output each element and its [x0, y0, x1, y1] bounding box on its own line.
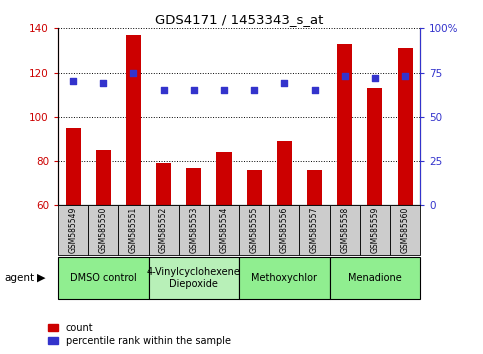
Text: DMSO control: DMSO control [70, 273, 137, 283]
Bar [186, 168, 201, 338]
Bar [209, 205, 239, 255]
Bar [126, 35, 141, 338]
Bar [216, 152, 231, 338]
Bar [247, 170, 262, 338]
Bar [88, 205, 118, 255]
Bar [398, 48, 412, 338]
Bar [66, 128, 81, 338]
Bar [58, 205, 88, 255]
Point [220, 87, 228, 93]
Text: GSM585554: GSM585554 [219, 207, 228, 253]
Bar [239, 205, 270, 255]
Text: GSM585552: GSM585552 [159, 207, 168, 253]
Text: GSM585560: GSM585560 [400, 207, 410, 253]
Point [250, 87, 258, 93]
Bar [299, 205, 330, 255]
Text: agent: agent [5, 273, 35, 283]
Point [281, 80, 288, 86]
Bar [118, 205, 149, 255]
Point [341, 73, 349, 79]
Text: GSM585555: GSM585555 [250, 207, 259, 253]
Text: GSM585556: GSM585556 [280, 207, 289, 253]
Point [311, 87, 318, 93]
Text: GSM585559: GSM585559 [370, 207, 380, 253]
Bar [360, 205, 390, 255]
Text: Menadione: Menadione [348, 273, 402, 283]
Point [69, 79, 77, 84]
Bar [96, 150, 111, 338]
Text: GSM585558: GSM585558 [340, 207, 349, 253]
Bar [149, 205, 179, 255]
Text: GSM585549: GSM585549 [69, 207, 78, 253]
Bar [337, 44, 352, 338]
Bar [156, 163, 171, 338]
Point [190, 87, 198, 93]
Text: GSM585557: GSM585557 [310, 207, 319, 253]
Bar [179, 205, 209, 255]
Text: GSM585553: GSM585553 [189, 207, 199, 253]
Legend: count, percentile rank within the sample: count, percentile rank within the sample [48, 323, 231, 346]
Point [371, 75, 379, 81]
Bar [368, 88, 383, 338]
Point [160, 87, 168, 93]
Bar [149, 257, 239, 299]
Bar [270, 205, 299, 255]
Bar [58, 257, 149, 299]
Text: GSM585550: GSM585550 [99, 207, 108, 253]
Text: GSM585551: GSM585551 [129, 207, 138, 253]
Bar [239, 257, 330, 299]
Text: ▶: ▶ [37, 273, 45, 283]
Bar [330, 205, 360, 255]
Bar [330, 257, 420, 299]
Bar [390, 205, 420, 255]
Point [129, 70, 137, 75]
Bar [277, 141, 292, 338]
Point [401, 73, 409, 79]
Title: GDS4171 / 1453343_s_at: GDS4171 / 1453343_s_at [155, 13, 323, 26]
Point [99, 80, 107, 86]
Text: Methoxychlor: Methoxychlor [251, 273, 317, 283]
Text: 4-Vinylcyclohexene
Diepoxide: 4-Vinylcyclohexene Diepoxide [147, 267, 241, 289]
Bar [307, 170, 322, 338]
